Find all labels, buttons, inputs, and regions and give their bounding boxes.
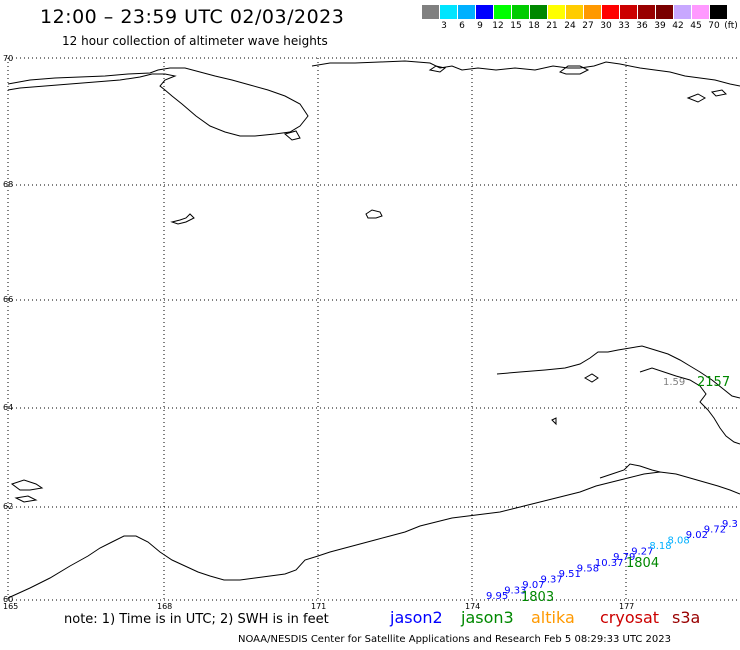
- latitude-label: 62: [3, 502, 13, 511]
- scale-swatch: [620, 5, 637, 19]
- scale-label: 18: [528, 21, 540, 31]
- scale-label: 45: [690, 21, 702, 31]
- longitude-label: 165: [3, 602, 18, 611]
- scale-swatch: [548, 5, 565, 19]
- swh-value: 9.72: [704, 525, 726, 536]
- mission-jason3: jason3: [461, 608, 514, 627]
- swh-track: 9.959.339.079.379.519.5810.379.799.278.1…: [486, 519, 738, 602]
- scale-label: 39: [654, 21, 666, 31]
- longitude-label: 174: [465, 602, 480, 611]
- longitude-label: 177: [619, 602, 634, 611]
- swh-value: 9.95: [486, 591, 508, 602]
- credit-line: NOAA/NESDIS Center for Satellite Applica…: [238, 634, 671, 645]
- scale-label: 24: [564, 21, 576, 31]
- coastline: [7, 60, 740, 599]
- scale-swatch: [494, 5, 511, 19]
- swh-value: 9.79: [613, 552, 635, 563]
- swh-value: 9.3: [722, 519, 738, 530]
- scale-swatch: [440, 5, 457, 19]
- scale-label: 27: [582, 21, 594, 31]
- swh-value: 9.02: [686, 530, 708, 541]
- latitude-label: 60: [3, 595, 13, 604]
- scale-swatch: [512, 5, 529, 19]
- scale-label: 15: [510, 21, 522, 31]
- page-subtitle: 12 hour collection of altimeter wave hei…: [62, 34, 328, 48]
- scale-label: 21: [546, 21, 558, 31]
- scale-swatch: [530, 5, 547, 19]
- longitude-label: 168: [157, 602, 172, 611]
- scale-label: 30: [600, 21, 612, 31]
- swh-value: 9.27: [631, 547, 653, 558]
- swh-value: 9.58: [577, 563, 599, 574]
- swh-value: 9.37: [541, 574, 563, 585]
- page-title: 12:00 – 23:59 UTC 02/03/2023: [40, 6, 345, 28]
- swh-value: 9.51: [559, 569, 581, 580]
- map-grid: [7, 57, 740, 601]
- scale-swatch: [638, 5, 655, 19]
- swh-value: 8.08: [668, 536, 690, 547]
- swh-value-159: 1.59: [663, 377, 685, 388]
- scale-swatch: [656, 5, 673, 19]
- scale-swatch: [692, 5, 709, 19]
- time-label-2157: 2157: [697, 375, 730, 390]
- scale-label: 42: [672, 21, 684, 31]
- footer-note: note: 1) Time is in UTC; 2) SWH is in fe…: [64, 612, 329, 627]
- time-label-1803: 1803: [521, 590, 554, 605]
- scale-swatch: [584, 5, 601, 19]
- scale-unit: (ft): [724, 21, 738, 31]
- longitude-label: 171: [311, 602, 326, 611]
- mission-s3a: s3a: [672, 608, 701, 627]
- scale-swatch: [710, 5, 727, 19]
- mission-jason2: jason2: [390, 608, 443, 627]
- swh-value: 10.37: [595, 558, 624, 569]
- scale-label: 70: [708, 21, 720, 31]
- scale-label: 36: [636, 21, 648, 31]
- scale-label: 6: [459, 21, 465, 31]
- scale-label: 12: [492, 21, 504, 31]
- latitude-label: 66: [3, 295, 13, 304]
- scale-swatch: [566, 5, 583, 19]
- mission-altika: altika: [531, 608, 575, 627]
- scale-swatch: [602, 5, 619, 19]
- scale-label: 9: [477, 21, 483, 31]
- latitude-label: 70: [3, 54, 13, 63]
- swh-value: 9.33: [504, 586, 526, 597]
- longitude-labels: 165 168 171 174 177: [3, 602, 634, 611]
- mission-cryosat: cryosat: [600, 608, 660, 627]
- latitude-label: 64: [3, 403, 13, 412]
- scale-label: 3: [441, 21, 447, 31]
- latitude-labels: 70 68 66 64 62 60: [3, 54, 13, 604]
- scale-swatch: [458, 5, 475, 19]
- scale-swatch: [422, 5, 439, 19]
- swh-value: 8.18: [649, 541, 671, 552]
- latitude-label: 68: [3, 180, 13, 189]
- scale-swatch: [476, 5, 493, 19]
- scale-swatch: [674, 5, 691, 19]
- swh-value: 9.07: [522, 580, 544, 591]
- time-label-1804: 1804: [626, 556, 659, 571]
- scale-label: 33: [618, 21, 630, 31]
